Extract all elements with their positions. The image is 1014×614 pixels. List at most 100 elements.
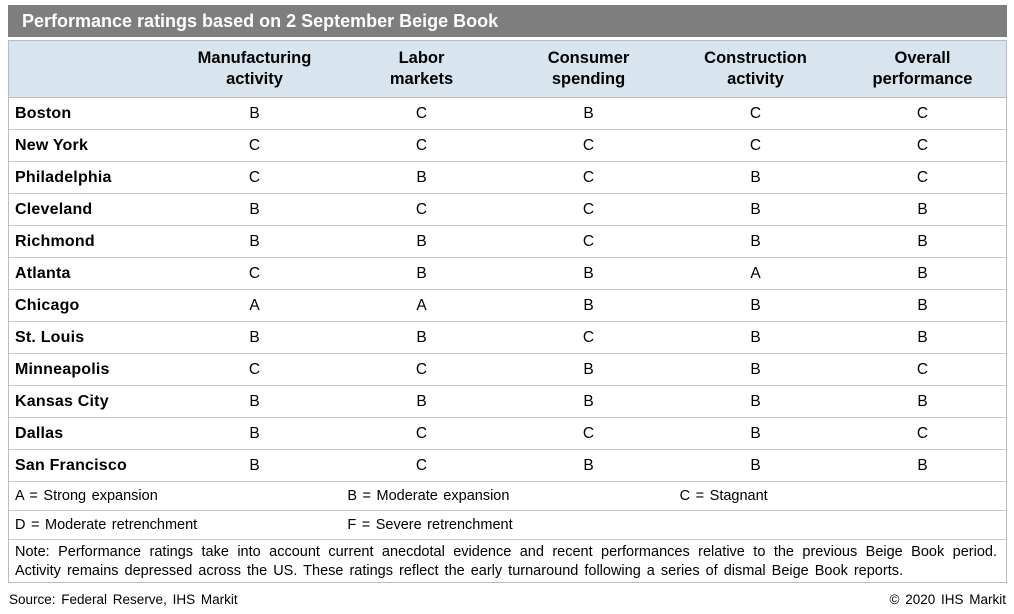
grade-cell: B <box>750 200 761 218</box>
grade-cell: A <box>750 264 761 282</box>
source-text: Source: Federal Reserve, IHS Markit <box>9 592 238 607</box>
grade-cell: B <box>917 232 928 250</box>
header-row: Manufacturing activity Labor markets Con… <box>9 41 1006 98</box>
grade-cell: B <box>249 232 260 250</box>
city-name: Atlanta <box>15 264 71 282</box>
column-header-construction: Construction activity <box>672 48 839 89</box>
legend-row-2: D = Moderate retrenchment F = Severe ret… <box>9 511 1006 540</box>
grade-cell: C <box>582 328 595 346</box>
grade-cell: C <box>248 360 261 378</box>
grade-cell: B <box>416 168 427 186</box>
grade-cell: C <box>582 200 595 218</box>
legend-item-f: F = Severe retrenchment <box>347 517 513 533</box>
grade-cell: C <box>415 424 428 442</box>
city-name: San Francisco <box>15 456 127 474</box>
grade-cell: B <box>416 264 427 282</box>
table-row-minneapolis: Minneapolis C C B B C <box>9 354 1006 386</box>
table-title: Performance ratings based on 2 September… <box>22 11 499 31</box>
grade-cell: A <box>416 296 427 314</box>
table-row-san-francisco: San Francisco B C B B B <box>9 450 1006 482</box>
legend-item-c: C = Stagnant <box>679 488 768 504</box>
table-row-boston: Boston B C B C C <box>9 98 1006 130</box>
grade-cell: B <box>249 328 260 346</box>
city-name: Cleveland <box>15 200 93 218</box>
grade-cell: C <box>582 168 595 186</box>
column-header-line: markets <box>389 70 454 88</box>
city-name: Chicago <box>15 296 80 314</box>
column-header-line: Consumer <box>547 49 630 68</box>
column-header-line: activity <box>727 70 784 88</box>
grade-cell: C <box>415 136 428 154</box>
note-text-line2: Activity remains depressed across the US… <box>15 563 903 580</box>
column-header-overall: Overall performance <box>839 48 1006 89</box>
grade-cell: B <box>583 360 594 378</box>
grade-cell: B <box>583 264 594 282</box>
grade-cell: C <box>582 424 595 442</box>
grade-cell: C <box>749 104 762 122</box>
column-header-line: Overall <box>894 49 951 68</box>
grade-cell: A <box>249 296 260 314</box>
grade-cell: B <box>750 456 761 474</box>
city-name: New York <box>15 136 89 154</box>
grade-cell: B <box>917 200 928 218</box>
grade-cell: B <box>416 328 427 346</box>
table-row-atlanta: Atlanta C B B A B <box>9 258 1006 290</box>
grade-cell: C <box>749 136 762 154</box>
grade-cell: C <box>916 360 929 378</box>
grade-cell: B <box>249 104 260 122</box>
grade-cell: C <box>415 360 428 378</box>
grade-cell: C <box>415 104 428 122</box>
table-row-st-louis: St. Louis B B C B B <box>9 322 1006 354</box>
grade-cell: B <box>917 328 928 346</box>
legend-item-b: B = Moderate expansion <box>347 488 510 504</box>
grade-cell: B <box>583 296 594 314</box>
city-name: Dallas <box>15 424 64 442</box>
grade-cell: B <box>416 232 427 250</box>
grade-cell: B <box>750 296 761 314</box>
grade-cell: C <box>248 136 261 154</box>
column-header-line: performance <box>872 70 973 88</box>
grade-cell: C <box>916 104 929 122</box>
table-row-philadelphia: Philadelphia C B C B C <box>9 162 1006 194</box>
grade-cell: B <box>750 360 761 378</box>
copyright-text: © 2020 IHS Markit <box>889 592 1007 607</box>
column-header-line: Construction <box>704 49 807 68</box>
note-text-line1: Note: Performance ratings take into acco… <box>15 544 997 560</box>
grade-cell: C <box>582 136 595 154</box>
city-name: St. Louis <box>15 328 85 346</box>
grade-cell: B <box>249 424 260 442</box>
column-header-manufacturing: Manufacturing activity <box>171 48 338 89</box>
grade-cell: B <box>416 392 427 410</box>
grade-cell: B <box>583 456 594 474</box>
grade-cell: C <box>415 456 428 474</box>
table-row-cleveland: Cleveland B C C B B <box>9 194 1006 226</box>
grade-cell: C <box>582 232 595 250</box>
grade-cell: B <box>917 296 928 314</box>
column-header-line: activity <box>226 70 283 88</box>
note-box: Note: Performance ratings take into acco… <box>9 540 1006 583</box>
grade-cell: B <box>750 168 761 186</box>
grade-cell: B <box>249 392 260 410</box>
grade-cell: B <box>750 424 761 442</box>
column-header-labor: Labor markets <box>338 48 505 89</box>
table-row-richmond: Richmond B B C B B <box>9 226 1006 258</box>
grade-cell: B <box>917 392 928 410</box>
table-title-bar: Performance ratings based on 2 September… <box>8 5 1007 37</box>
city-name: Boston <box>15 104 72 122</box>
grade-cell: B <box>583 104 594 122</box>
column-header-line: Labor <box>398 49 445 68</box>
grade-cell: B <box>249 456 260 474</box>
grade-cell: C <box>916 168 929 186</box>
grade-cell: B <box>249 200 260 218</box>
grade-cell: C <box>248 264 261 282</box>
table-row-kansas-city: Kansas City B B B B B <box>9 386 1006 418</box>
legend-row-1: A = Strong expansion B = Moderate expans… <box>9 482 1006 511</box>
grade-cell: B <box>583 392 594 410</box>
city-name: Richmond <box>15 232 95 250</box>
legend-item-a: A = Strong expansion <box>15 488 158 504</box>
grade-cell: C <box>248 168 261 186</box>
city-name: Kansas City <box>15 392 109 410</box>
footer: Source: Federal Reserve, IHS Markit © 20… <box>8 592 1007 607</box>
grade-cell: C <box>916 424 929 442</box>
